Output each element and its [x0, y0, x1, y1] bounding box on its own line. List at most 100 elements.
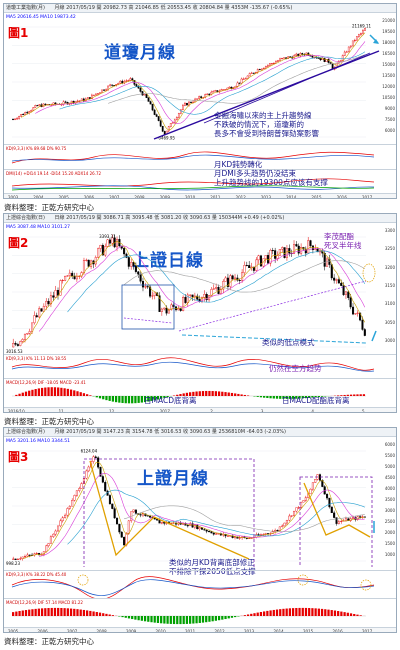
- candle-body: [35, 315, 38, 318]
- y-tick-label: 4000: [384, 486, 395, 491]
- candle-body: [274, 250, 277, 259]
- candle-body: [255, 259, 258, 271]
- macd-bar: [60, 607, 63, 616]
- x-tick-label: 2013: [260, 195, 272, 199]
- candle-body: [61, 517, 64, 522]
- candle-body: [276, 255, 279, 259]
- macd-bar: [172, 616, 176, 625]
- macd-bar: [359, 615, 362, 616]
- candle-body: [44, 103, 47, 105]
- macd-bar: [330, 610, 333, 616]
- candle-body: [32, 107, 35, 111]
- macd-bar: [66, 608, 69, 616]
- macd-bar: [76, 391, 79, 396]
- macd-bar: [37, 608, 40, 616]
- macd-bar: [304, 607, 308, 616]
- macd-bar: [50, 387, 53, 396]
- candle-body: [169, 123, 172, 127]
- candle-body: [101, 476, 104, 483]
- macd-bar: [34, 389, 37, 396]
- credit-3: 資料整理：正乾方研究中心: [4, 637, 94, 646]
- candle-body: [40, 308, 43, 312]
- candle-body: [302, 500, 305, 503]
- candle-body: [238, 82, 241, 84]
- highlight-box: [83, 458, 255, 567]
- macd-bar: [227, 392, 230, 396]
- macd-bar: [134, 616, 137, 620]
- candle-body: [244, 78, 247, 80]
- macd-bar: [79, 609, 82, 616]
- macd-bar: [137, 616, 140, 621]
- candle-body: [18, 116, 20, 119]
- macd-bar: [160, 616, 163, 624]
- highlight-circle: [362, 263, 376, 283]
- macd-bar: [127, 396, 131, 404]
- macd-bar: [275, 396, 279, 399]
- candle-body: [104, 482, 107, 492]
- candle-body: [317, 57, 320, 59]
- candle-body: [344, 518, 347, 521]
- y-tick-label: 3000: [384, 338, 395, 343]
- panel-2-note-trend: 仍然在空方趋势: [269, 364, 322, 373]
- candle-body: [111, 84, 114, 86]
- candle-body: [71, 272, 74, 277]
- panel-3-x-axis: 2005 2006 2007 2008 2009 2010 2011 2012 2013 2014…: [4, 627, 396, 632]
- candle-body: [304, 248, 307, 254]
- candle-body: [129, 78, 132, 81]
- x-tick-label: 2016: [336, 195, 347, 199]
- y-tick-label: 3100: [384, 301, 395, 307]
- candle-body: [108, 495, 111, 505]
- candle-body: [56, 290, 60, 296]
- macd-bar: [166, 616, 169, 624]
- macd-bar: [211, 616, 214, 622]
- candle-body: [274, 530, 277, 532]
- candle-body: [226, 277, 229, 287]
- moving-average-line: [22, 241, 366, 344]
- candle-body: [160, 521, 163, 524]
- panel-3-name: 上證綜合指數(月): [6, 429, 45, 435]
- macd-bar: [21, 610, 24, 616]
- y-tick-label: 2500: [384, 519, 395, 524]
- candle-body: [135, 84, 138, 87]
- candle-body: [134, 265, 137, 272]
- candle-body: [360, 32, 362, 35]
- macd-bar: [340, 611, 343, 616]
- candle-body: [276, 530, 279, 532]
- candle-body: [258, 69, 261, 71]
- candle-body: [19, 341, 22, 346]
- candle-body: [271, 250, 274, 252]
- highlight-box: [299, 476, 373, 567]
- candle-body: [173, 119, 176, 123]
- candle-body: [299, 53, 302, 57]
- candle-body: [204, 94, 207, 98]
- candle-body: [33, 315, 36, 324]
- x-tick-label: 3: [260, 409, 264, 413]
- panel-2-macd-label: MACD(12,26,9) DIF -18.05 MACD -23.41: [6, 380, 86, 385]
- arrow-icon: [371, 330, 377, 342]
- macd-bar: [337, 611, 340, 616]
- panel-1-dmi-label: DMI(14) +DI14 19.14 -DI14 15.20 ADX14 26…: [6, 171, 102, 176]
- macd-bar: [89, 395, 92, 396]
- panel-1-price-chart: 21169.11 6469.95: [12, 23, 380, 141]
- macd-bar: [356, 614, 359, 616]
- candle-body: [28, 331, 31, 334]
- candle-body: [131, 78, 134, 81]
- macd-bar: [47, 387, 50, 396]
- candle-body: [250, 72, 253, 74]
- candle-body: [349, 45, 352, 48]
- candle-body: [193, 524, 196, 528]
- candle-body: [186, 525, 189, 527]
- macd-bar: [166, 396, 169, 398]
- x-tick-label: 2009: [159, 195, 170, 199]
- macd-bar: [195, 616, 198, 624]
- low-price-label: 998.23: [6, 561, 20, 566]
- candle-body: [108, 239, 111, 244]
- candle-body: [212, 90, 215, 93]
- candle-body: [363, 516, 366, 518]
- candle-body: [103, 89, 105, 91]
- macd-bar: [288, 608, 292, 616]
- macd-bar: [272, 609, 275, 616]
- panel-1-header: 道瓊工業指數(月) 月線 2017/05/19 開 20982.73 高 210…: [4, 4, 396, 20]
- moving-average-line: [38, 245, 366, 332]
- candle-body: [14, 118, 16, 120]
